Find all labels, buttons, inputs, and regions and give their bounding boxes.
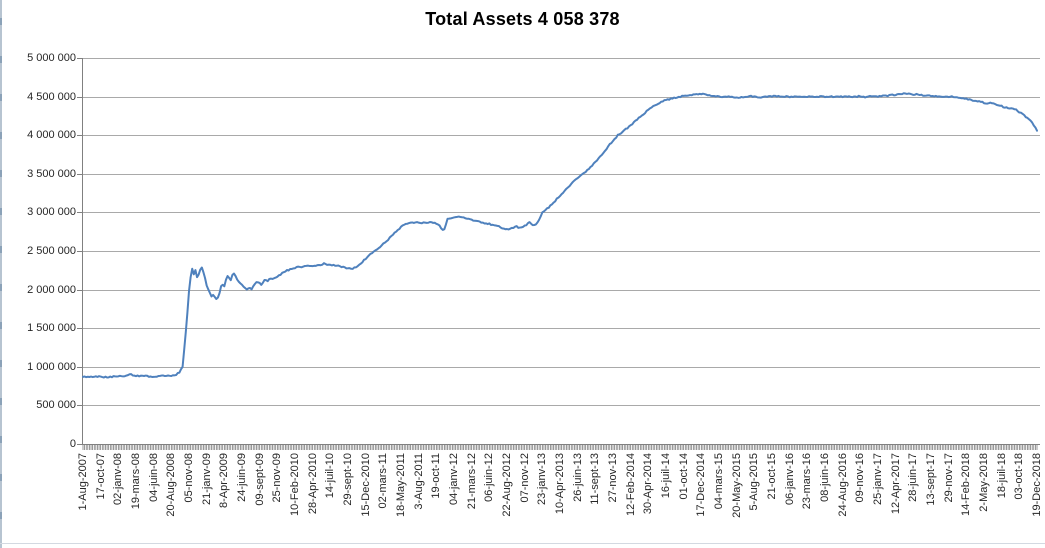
x-axis-tick-label: 15-Dec-2010 [359,453,372,517]
y-axis-tick-label: 0 [69,438,76,450]
x-axis-tick-label: 10-Feb-2010 [289,453,301,516]
y-axis-tick-label: 500 000 [36,399,76,412]
x-axis-tick-label: 17-Dec-2014 [695,453,708,517]
x-axis-tick-label: 24-juin-09 [236,453,248,502]
y-axis-tick-label: 2 500 000 [27,245,76,257]
x-axis-tick-label: 01-oct-14 [677,453,690,500]
y-axis-tick-label: 1 500 000 [27,322,76,335]
x-axis-tick-label: 28-Apr-2010 [306,453,319,515]
x-axis-tick-label: 19-Dec-2018 [1031,453,1043,517]
x-axis-tick-label: 21-mars-12 [465,453,478,510]
y-axis-tick-label: 4 000 000 [27,129,76,142]
x-axis-tick-label: 21-janv-09 [200,453,213,505]
worksheet-edge-dash [0,56,2,63]
worksheet-edge-dash [0,18,2,25]
x-axis-tick-label: 14-juil-10 [324,453,337,499]
x-axis-tick-label: 29-nov-17 [942,453,955,503]
worksheet-edge-dash [0,360,2,367]
worksheet-edge-dash [0,170,2,177]
worksheet-edge-dash [0,94,2,101]
worksheet-edge-dash [0,208,2,215]
x-axis-tick-label: 21-oct-15 [766,453,778,500]
x-axis-tick-label: 25-nov-09 [271,453,284,503]
worksheet-edge-dash [0,246,2,253]
x-axis-tick-label: 24-Aug-2016 [836,453,849,517]
y-axis-tick-label: 4 500 000 [27,90,76,103]
x-axis-tick-label: 08-juin-16 [819,453,831,502]
y-axis-tick-label: 1 000 000 [27,360,76,373]
worksheet-edge-dash [0,436,2,443]
x-axis-tick-label: 2-May-2018 [978,453,990,512]
x-axis-tick-label: 20-May-2015 [730,453,743,518]
x-axis-tick-label: 22-Aug-2012 [501,453,513,517]
x-axis-tick-label: 18-May-2011 [395,453,407,517]
worksheet-edge-dash [0,284,2,291]
x-axis-tick-label: 12-Apr-2017 [889,453,902,515]
x-axis-tick-label: 12-Feb-2014 [624,453,637,516]
x-axis-tick-label: 17-oct-07 [94,453,107,500]
x-axis-tick-label: 29-sept-10 [342,453,354,506]
worksheet-bottom-edge [0,543,1045,544]
x-axis-tick-label: 11-sept-13 [589,453,602,505]
x-axis-tick-label: 5-Aug-2015 [748,453,761,511]
x-axis-tick-label: 04-mars-15 [713,453,725,510]
x-axis-tick-label: 05-nov-08 [183,453,195,503]
x-axis-tick-label: 16-juil-14 [660,453,672,499]
worksheet-edge-dash [0,132,2,139]
x-axis-tick-label: 1-Aug-2007 [77,453,89,511]
x-axis-tick-label: 07-nov-12 [518,453,531,503]
x-axis-tick-label: 18-juil-18 [995,453,1008,499]
x-axis-tick-label: 09-nov-16 [854,453,867,503]
y-axis-tick-label: 5 000 000 [27,52,76,64]
x-axis-tick-label: 04-juin-08 [147,453,160,502]
worksheet-edge-dash [0,322,2,329]
x-axis-tick-label: 30-Apr-2014 [642,453,655,515]
x-axis-tick-label: 27-nov-13 [607,453,619,503]
x-axis-tick-label: 06-janv-16 [783,453,796,505]
x-axis-tick-label: 28-juin-17 [907,453,920,502]
x-axis-tick-label: 13-sept-17 [925,453,937,506]
x-axis-tick-label: 23-mars-16 [801,453,814,510]
x-axis-tick-label: 25-janv-17 [872,453,884,505]
x-axis-tick-label: 20-Aug-2008 [165,453,178,517]
y-axis-tick-label: 2 000 000 [27,283,76,296]
x-axis-tick-label: 8-Apr-2009 [218,453,231,509]
total-assets-line [82,92,1038,379]
worksheet-left-edge [0,0,2,548]
x-axis-tick-label: 02-janv-08 [112,453,125,505]
x-axis-tick-label: 19-oct-11 [430,453,443,499]
x-axis-tick-label: 10-Apr-2013 [554,453,566,515]
x-axis-tick-label: 19-mars-08 [130,453,142,510]
x-axis-tick-label: 06-juin-12 [483,453,496,502]
y-axis-tick-label: 3 500 000 [27,167,76,180]
x-axis-tick-label: 09-sept-09 [253,453,266,506]
x-axis-tick-label: 23-janv-13 [536,453,549,505]
x-axis-tick-label: 04-janv-12 [448,453,460,505]
x-axis-tick-label: 14-Feb-2018 [960,453,973,516]
chart-title: Total Assets 4 058 378 [425,9,620,29]
worksheet-edge-dash [0,398,2,405]
worksheet-edge-dash [0,474,2,481]
worksheet-edge-dash [0,512,2,519]
x-axis-tick-label: 03-oct-18 [1013,453,1026,500]
x-axis-tick-label: 26-juin-13 [571,453,584,502]
x-axis-tick-label: 02-mars-11 [377,453,390,509]
x-axis-tick-label: 3-Aug-2011 [412,453,425,510]
y-axis-tick-label: 3 000 000 [27,206,76,219]
